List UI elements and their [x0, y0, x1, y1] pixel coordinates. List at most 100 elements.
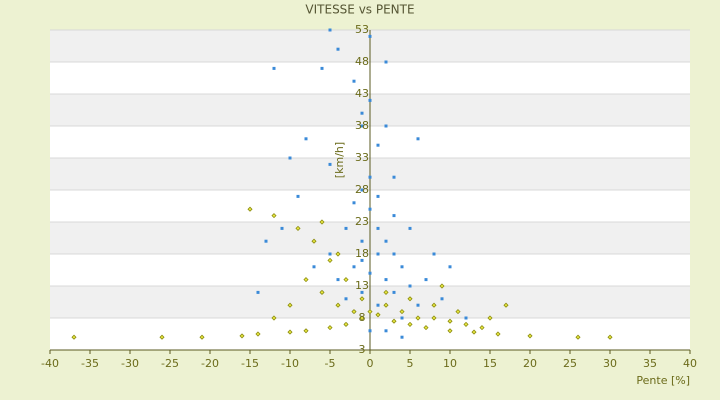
- point: [400, 335, 404, 339]
- point: [303, 328, 309, 334]
- y-tick-label: 3: [359, 343, 366, 356]
- point: [463, 321, 469, 327]
- point: [247, 206, 253, 212]
- x-tick-label: 5: [407, 357, 414, 370]
- point: [271, 315, 277, 321]
- point: [384, 278, 388, 282]
- point: [384, 60, 388, 64]
- x-tick-label: -20: [201, 357, 219, 370]
- point: [303, 277, 309, 283]
- y-tick-label: 48: [355, 55, 369, 68]
- point: [352, 265, 356, 269]
- point: [368, 98, 372, 102]
- y-tick-label: 8: [359, 311, 366, 324]
- point: [440, 297, 444, 301]
- point: [295, 225, 301, 231]
- x-tick-label: 25: [563, 357, 577, 370]
- x-tick-label: 40: [683, 357, 697, 370]
- point: [239, 333, 245, 339]
- x-tick-label: -35: [81, 357, 99, 370]
- x-tick-label: -15: [241, 357, 259, 370]
- point: [319, 219, 325, 225]
- point: [447, 318, 453, 324]
- point: [71, 334, 77, 340]
- x-tick-label: 15: [483, 357, 497, 370]
- point: [360, 124, 364, 128]
- point: [471, 329, 477, 335]
- y-tick-label: 33: [355, 151, 369, 164]
- point: [159, 334, 165, 340]
- point: [407, 321, 413, 327]
- point: [400, 316, 404, 320]
- point: [407, 296, 413, 302]
- point: [368, 207, 372, 211]
- x-tick-label: 35: [643, 357, 657, 370]
- x-tick-label: -5: [325, 357, 336, 370]
- point: [304, 137, 308, 141]
- point: [367, 309, 373, 315]
- point: [288, 156, 292, 160]
- point: [368, 175, 372, 179]
- point: [199, 334, 205, 340]
- y-axis-title: [km/h]: [333, 142, 346, 178]
- x-tick-label: -25: [161, 357, 179, 370]
- x-axis-title: Pente [%]: [636, 374, 690, 387]
- point: [368, 271, 372, 275]
- point: [376, 143, 380, 147]
- x-tick-label: 0: [367, 357, 374, 370]
- point: [527, 333, 533, 339]
- y-tick-label: 23: [355, 215, 369, 228]
- point: [359, 296, 365, 302]
- x-tick-label: 30: [603, 357, 617, 370]
- point: [343, 277, 349, 283]
- point: [336, 278, 340, 282]
- point: [359, 315, 365, 321]
- point: [280, 226, 284, 230]
- point: [424, 278, 428, 282]
- point: [503, 302, 509, 308]
- point: [383, 302, 389, 308]
- chart-title: VITESSE vs PENTE: [305, 3, 414, 17]
- point: [287, 329, 293, 335]
- point: [343, 321, 349, 327]
- point: [392, 290, 396, 294]
- x-tick-label: -10: [281, 357, 299, 370]
- point: [327, 257, 333, 263]
- point: [360, 290, 364, 294]
- point: [415, 315, 421, 321]
- x-tick-label: -30: [121, 357, 139, 370]
- y-tick-label: 13: [355, 279, 369, 292]
- point: [575, 334, 581, 340]
- point: [351, 309, 357, 315]
- point: [344, 226, 348, 230]
- point: [328, 162, 332, 166]
- point: [439, 283, 445, 289]
- point: [264, 239, 268, 243]
- point: [392, 175, 396, 179]
- point: [335, 251, 341, 257]
- point: [312, 265, 316, 269]
- point: [431, 315, 437, 321]
- point: [495, 331, 501, 337]
- point: [384, 329, 388, 333]
- point: [320, 66, 324, 70]
- point: [464, 316, 468, 320]
- point: [368, 34, 372, 38]
- point: [416, 137, 420, 141]
- point: [368, 329, 372, 333]
- point: [392, 214, 396, 218]
- y-tick-label: 43: [355, 87, 369, 100]
- y-tick-label: 38: [355, 119, 369, 132]
- point: [360, 111, 364, 115]
- point: [384, 239, 388, 243]
- point: [448, 265, 452, 269]
- point: [327, 325, 333, 331]
- y-tick-label: 53: [355, 23, 369, 36]
- point: [376, 226, 380, 230]
- point: [344, 297, 348, 301]
- point: [432, 252, 436, 256]
- point: [336, 47, 340, 51]
- y-tick-label: 28: [355, 183, 369, 196]
